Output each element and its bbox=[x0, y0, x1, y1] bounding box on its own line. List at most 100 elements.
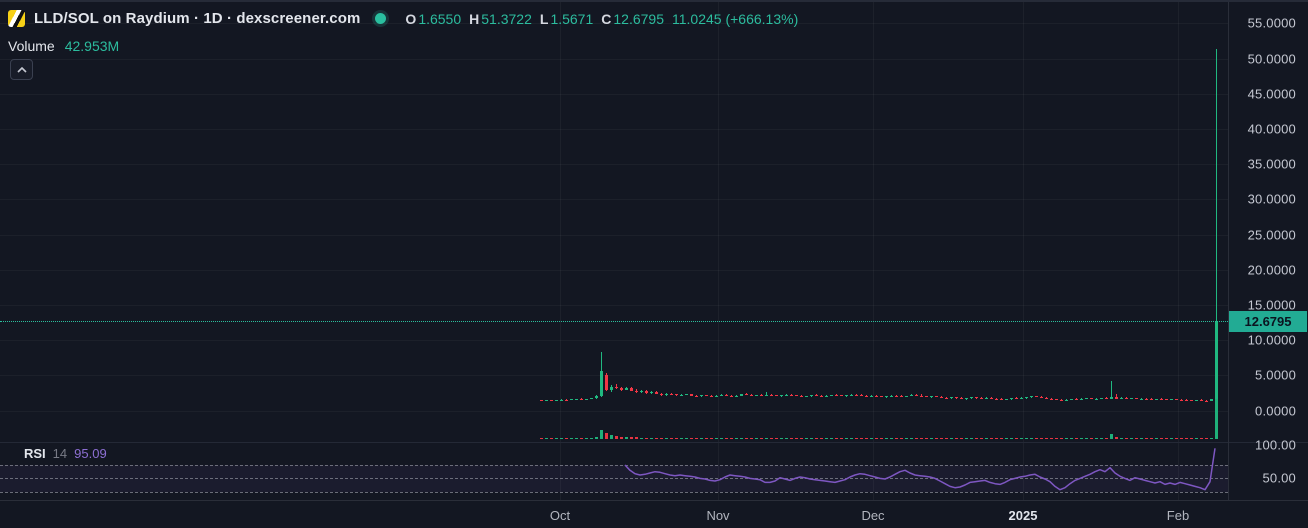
candle-body bbox=[840, 395, 843, 397]
candle-body bbox=[920, 395, 923, 397]
horizontal-gridline bbox=[0, 128, 1228, 130]
volume-bar bbox=[905, 438, 908, 439]
horizontal-gridline bbox=[0, 199, 1228, 201]
time-axis[interactable]: Oct Nov Dec 2025 Feb bbox=[0, 500, 1308, 528]
rsi-level-line bbox=[0, 465, 1228, 466]
ohlc-value: 12.6795 bbox=[613, 10, 664, 27]
candle-body bbox=[1185, 399, 1188, 401]
candle-body bbox=[1060, 399, 1063, 401]
volume-legend: Volume 42.953M bbox=[8, 38, 119, 54]
volume-bar bbox=[1125, 438, 1128, 439]
volume-bar bbox=[995, 438, 998, 439]
candle-body bbox=[910, 395, 913, 397]
ohlc-pair: 11.0245 (+666.13%) bbox=[672, 11, 798, 27]
candle-wick bbox=[946, 396, 947, 399]
volume-bar bbox=[1075, 438, 1078, 439]
pane-separator[interactable] bbox=[0, 442, 1308, 443]
volume-bar bbox=[1130, 438, 1133, 439]
ohlc-pair: O 1.6550 bbox=[405, 11, 461, 27]
pane-collapse-button[interactable] bbox=[10, 59, 33, 80]
volume-bar bbox=[665, 438, 668, 439]
price-axis-label: 50.0000 bbox=[1247, 51, 1296, 66]
candle-body bbox=[1080, 398, 1083, 400]
candle-body bbox=[695, 395, 698, 397]
candle-body bbox=[670, 393, 673, 395]
volume-bar bbox=[1070, 438, 1073, 439]
candle-body bbox=[1130, 398, 1133, 400]
candle-body bbox=[585, 398, 588, 400]
vertical-gridline bbox=[1178, 2, 1179, 500]
volume-bar bbox=[625, 437, 628, 439]
volume-bar bbox=[960, 438, 963, 439]
horizontal-gridline bbox=[0, 164, 1228, 166]
price-axis-label: 40.0000 bbox=[1247, 121, 1296, 137]
candle-body bbox=[630, 387, 633, 391]
volume-bar bbox=[980, 438, 983, 439]
candle-body bbox=[590, 398, 593, 400]
volume-bar bbox=[880, 438, 883, 439]
volume-bar bbox=[730, 438, 733, 439]
candle-body bbox=[730, 395, 733, 397]
volume-bar bbox=[870, 438, 873, 439]
candle-wick bbox=[1116, 394, 1117, 400]
volume-bar bbox=[645, 437, 648, 439]
volume-bar bbox=[910, 438, 913, 439]
price-axis-label: 20.0000 bbox=[1247, 262, 1296, 278]
volume-bar bbox=[950, 438, 953, 439]
volume-bar bbox=[1155, 438, 1158, 439]
pair-title: LLD/SOL on Raydium · 1D · dexscreener.co… bbox=[34, 10, 361, 27]
volume-bar bbox=[1195, 438, 1198, 439]
volume-bar bbox=[580, 438, 583, 439]
rsi-pane[interactable]: RSI 14 95.09 bbox=[0, 442, 1228, 500]
volume-bar bbox=[790, 438, 793, 439]
volume-bar bbox=[800, 438, 803, 439]
main-chart-pane[interactable]: LLD/SOL on Raydium · 1D · dexscreener.co… bbox=[0, 2, 1228, 500]
candle-body bbox=[605, 375, 608, 390]
volume-bar bbox=[595, 436, 598, 439]
candle-body bbox=[930, 396, 933, 398]
candle-body bbox=[705, 395, 708, 397]
chevron-up-icon bbox=[16, 66, 27, 73]
ohlc-key: L bbox=[539, 10, 549, 27]
volume-bar bbox=[805, 438, 808, 439]
candle-body bbox=[620, 388, 623, 390]
volume-bar bbox=[835, 438, 838, 439]
volume-bar bbox=[1190, 438, 1193, 439]
candle-body bbox=[575, 398, 578, 400]
candle-wick bbox=[1166, 398, 1167, 400]
candle-body bbox=[570, 399, 573, 401]
candle-body bbox=[1085, 398, 1088, 400]
ohlc-value: 1.6550 bbox=[418, 10, 462, 27]
horizontal-gridline bbox=[0, 234, 1228, 236]
volume-bar bbox=[830, 438, 833, 439]
candle-body bbox=[650, 392, 653, 394]
candle-body bbox=[935, 396, 938, 398]
candle-body bbox=[1015, 398, 1018, 400]
volume-bar bbox=[1000, 438, 1003, 439]
ohlc-value: 51.3722 bbox=[481, 10, 532, 27]
candle-body bbox=[640, 391, 643, 393]
candle-body bbox=[1210, 398, 1213, 401]
current-price-line bbox=[0, 321, 1228, 322]
volume-bar bbox=[1105, 438, 1108, 439]
token-flag-icon bbox=[8, 10, 25, 27]
candle-body bbox=[785, 394, 788, 396]
candle-body bbox=[1195, 400, 1198, 402]
candle-body bbox=[770, 394, 773, 396]
volume-bar bbox=[785, 438, 788, 439]
volume-bar bbox=[935, 438, 938, 439]
candle-body bbox=[685, 394, 688, 396]
candle-body bbox=[955, 397, 958, 399]
candle-body bbox=[960, 398, 963, 400]
volume-bar bbox=[655, 437, 658, 439]
rsi-legend: RSI 14 95.09 bbox=[24, 446, 107, 461]
volume-bar bbox=[1080, 438, 1083, 439]
candle-body bbox=[635, 390, 638, 393]
candle-body bbox=[1000, 399, 1003, 401]
candle-body bbox=[850, 394, 853, 396]
candle-body bbox=[1165, 399, 1168, 401]
price-axis[interactable]: 55.0000 50.0000 45.0000 40.0000 35.0000 30.00… bbox=[1228, 2, 1308, 500]
volume-bar bbox=[650, 437, 653, 439]
candle-body bbox=[720, 394, 723, 396]
